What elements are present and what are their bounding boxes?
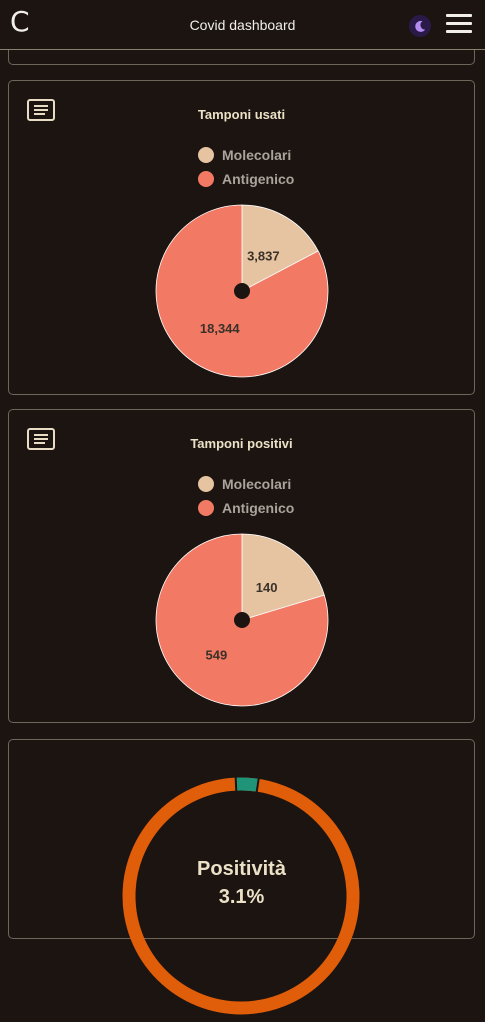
gauge-value-arc [235, 777, 259, 792]
chart-legend: Molecolari Antigenico [196, 143, 294, 191]
pie-value-label: 549 [206, 648, 228, 663]
legend-item-molecolari[interactable]: Molecolari [196, 143, 294, 167]
gauge-tick [234, 776, 238, 793]
legend-item-molecolari[interactable]: Molecolari [196, 472, 294, 496]
card-positivita: Positività 3.1% [8, 739, 475, 1015]
pie-value-label: 18,344 [200, 321, 241, 336]
legend-swatch-molecolari [198, 476, 214, 492]
pie-value-label: 140 [256, 580, 278, 595]
gauge-tick [255, 777, 260, 794]
top-bar: C Covid dashboard [0, 0, 485, 50]
pie-chart-tamponi-positivi: 140 549 [155, 533, 329, 707]
theme-toggle-button[interactable] [409, 15, 431, 37]
legend-swatch-antigenico [198, 500, 214, 516]
legend-swatch-antigenico [198, 171, 214, 187]
chart-legend: Molecolari Antigenico [196, 472, 294, 520]
pie-slice-molecolari[interactable] [241, 204, 319, 292]
gauge-value: 3.1% [218, 886, 265, 908]
legend-label: Molecolari [222, 476, 292, 492]
app-logo[interactable]: C [10, 5, 30, 38]
chart-title: Tamponi positivi [190, 436, 293, 451]
pie-value-label: 3,837 [247, 249, 280, 264]
legend-item-antigenico[interactable]: Antigenico [196, 496, 294, 520]
gauge-label: Positività [197, 858, 286, 880]
legend-swatch-molecolari [198, 147, 214, 163]
app-title: Covid dashboard [189, 17, 296, 33]
legend-label: Molecolari [222, 147, 292, 163]
chart-title: Tamponi usati [197, 107, 286, 122]
hamburger-menu-icon[interactable] [446, 14, 472, 36]
legend-item-antigenico[interactable]: Antigenico [196, 167, 294, 191]
pie-chart-tamponi-usati: 3,837 18,344 [155, 204, 329, 378]
card-tamponi-positivi: Tamponi positivi Molecolari Antigenico 1… [8, 409, 475, 723]
legend-label: Antigenico [222, 500, 295, 516]
notes-icon[interactable] [27, 99, 55, 121]
card-tamponi-usati: Tamponi usati Molecolari Antigenico 3,83… [8, 80, 475, 395]
legend-label: Antigenico [222, 171, 295, 187]
pie-center-dot [234, 612, 250, 628]
notes-icon[interactable] [27, 428, 55, 450]
pie-slice-molecolari[interactable] [241, 533, 325, 621]
moon-icon [415, 20, 426, 32]
pie-center-dot [234, 283, 250, 299]
